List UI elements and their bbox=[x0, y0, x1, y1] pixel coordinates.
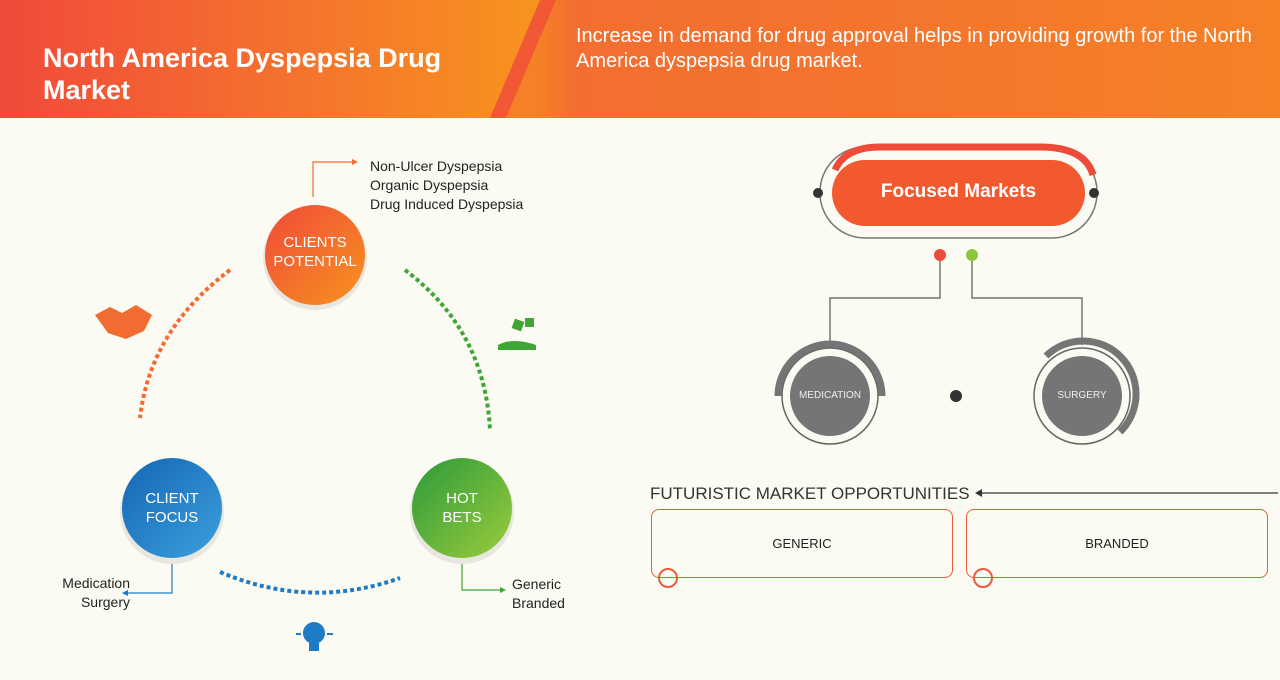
medication-circle bbox=[790, 356, 870, 436]
hot-bets-label: HOT BETS bbox=[442, 490, 482, 526]
dotted-arc-green bbox=[403, 268, 492, 431]
list-item: Medication bbox=[62, 575, 130, 591]
dotted-arc-orange bbox=[138, 268, 232, 419]
branded-box: BRANDED bbox=[966, 509, 1268, 578]
handshake-icon bbox=[95, 305, 152, 339]
lightbulb-icon bbox=[296, 622, 333, 651]
client-focus-circle bbox=[122, 458, 222, 558]
list-item: Non-Ulcer Dyspepsia bbox=[370, 158, 503, 174]
client-focus-label: CLIENT FOCUS bbox=[145, 490, 199, 526]
list-item: Generic bbox=[512, 576, 562, 592]
hot-bets-list: Generic Branded bbox=[512, 575, 565, 613]
list-item: Surgery bbox=[80, 594, 130, 610]
surgery-label: SURGERY bbox=[1057, 390, 1107, 401]
clients-potential-circle bbox=[265, 205, 365, 305]
list-item: Organic Dyspepsia bbox=[370, 177, 489, 193]
header-banner: North America Dyspepsia Drug Market Incr… bbox=[0, 0, 1280, 118]
clients-potential-list: Non-Ulcer Dyspepsia Organic Dyspepsia Dr… bbox=[370, 157, 523, 214]
focused-markets-title: Focused Markets bbox=[880, 181, 1037, 202]
medication-label: MEDICATION bbox=[798, 390, 862, 401]
banner-diagonal bbox=[490, 0, 1280, 118]
page-subtitle: Increase in demand for drug approval hel… bbox=[576, 25, 1252, 72]
futuristic-title: FUTURISTIC MARKET OPPORTUNITIES bbox=[650, 484, 970, 503]
list-item: Branded bbox=[512, 595, 565, 611]
dice-hand-icon bbox=[498, 318, 536, 350]
focused-markets-pill bbox=[832, 160, 1085, 226]
surgery-circle bbox=[1042, 356, 1122, 436]
client-focus-list: Medication Surgery bbox=[40, 574, 130, 612]
hot-bets-circle bbox=[412, 458, 512, 558]
list-item: Drug Induced Dyspepsia bbox=[370, 196, 524, 212]
page-title: North America Dyspepsia Drug Market bbox=[43, 43, 442, 105]
generic-box: GENERIC bbox=[651, 509, 953, 578]
clients-potential-label: CLIENTS POTENTIAL bbox=[273, 234, 357, 270]
dotted-arc-blue bbox=[219, 570, 401, 595]
